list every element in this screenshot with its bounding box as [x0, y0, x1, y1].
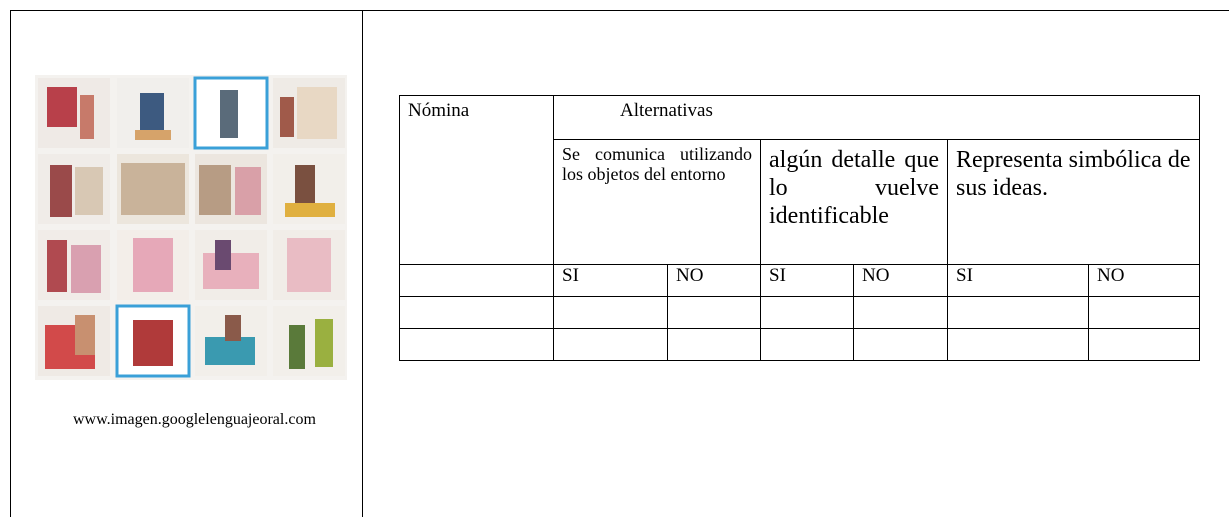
tiles: [38, 76, 345, 378]
answer-label: SI: [760, 264, 854, 297]
frame-line: [10, 10, 11, 517]
criterion: Representa simbólica de sus ideas.: [956, 147, 1191, 201]
criterion: algún detalle que lo vuelve identificabl…: [769, 147, 939, 229]
frame-line: [10, 10, 1229, 11]
frame-line: [362, 10, 363, 517]
image-caption: www.imagen.googlelenguajeoral.com: [73, 411, 316, 428]
answer-label: NO: [667, 264, 761, 297]
photo-collage: [35, 75, 347, 380]
criterion: Se comunica utilizando los objetos del e…: [562, 144, 752, 184]
answer-label: NO: [853, 264, 948, 297]
nomina-header: Nómina: [399, 95, 554, 265]
answer-label: SI: [947, 264, 1089, 297]
answer-label: NO: [1088, 264, 1200, 297]
answer-label: SI: [553, 264, 668, 297]
alternativas-header: Alternativas: [553, 95, 1200, 140]
evaluation-table: Nómina Alternativas Se comunica utilizan…: [399, 95, 1200, 361]
cell: [399, 264, 554, 297]
